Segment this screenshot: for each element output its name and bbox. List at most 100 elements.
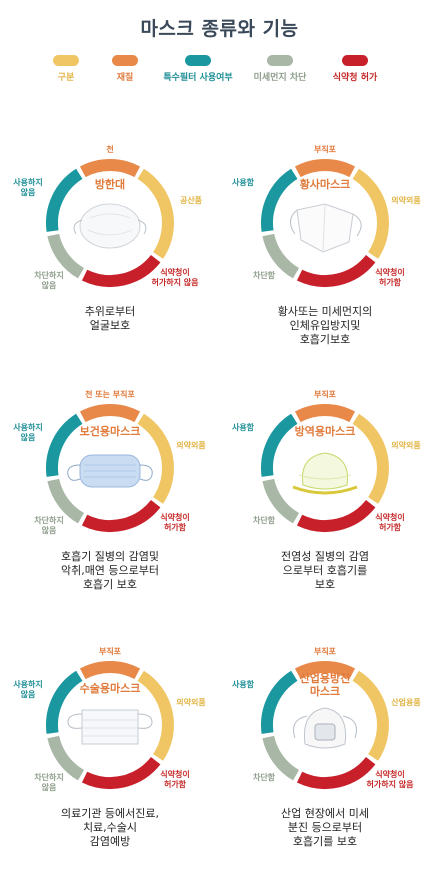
ring-segment-kfda (81, 756, 161, 789)
ring-segment-dust (47, 233, 85, 279)
label-filter: 사용하지 않음 (4, 178, 52, 198)
mask-description-line: 의료기관 등에서진료, (60, 807, 160, 820)
mask-description-line: 인체유입방지및 (289, 319, 361, 332)
mask-ring (261, 159, 389, 287)
health-mask-icon (67, 454, 153, 488)
mask-description-line: 보호 (314, 578, 336, 591)
legend-swatch-kfda (342, 55, 368, 66)
mask-card: 산업용방진 마스크 부직포 산업용품 사용함 차단함 식약청이 허가하지 않음 산업 현장에서 … (225, 640, 425, 890)
label-filter-line: 사용하지 (13, 423, 43, 432)
label-kfda-line: 식약청이 (375, 513, 405, 522)
ring-segment-dust (262, 735, 300, 781)
label-material-line: 부직포 (313, 145, 337, 154)
mask-ring (46, 661, 174, 789)
mask-name: 마스크 (309, 685, 341, 698)
mask-description-line: 감염예방 (89, 835, 131, 848)
label-material: 부직포 (65, 647, 155, 657)
label-material-line: 천 (106, 145, 114, 154)
legend-label-kfda: 식약청 허가 (332, 73, 378, 83)
label-kfda-line: 허가함 (163, 523, 187, 532)
page-title: 마스크 종류와 기능 (140, 18, 299, 40)
label-material: 부직포 (280, 145, 370, 155)
label-gubun-line: 의약외품 (176, 441, 206, 450)
label-gubun: 의약외품 (168, 441, 214, 451)
label-material: 부직포 (280, 647, 370, 657)
mask-description: 의료기관 등에서진료, 치료,수술시 감염예방 (10, 807, 210, 849)
ring-segment-gubun (137, 670, 174, 761)
mask-description-line: 호흡기 질병의 감염및 (60, 550, 160, 563)
label-kfda-line: 식약청이 (375, 770, 405, 779)
label-material: 천 (65, 145, 155, 155)
ring-segment-material (79, 661, 141, 680)
mask-card: 수술용마스크 부직포 의약외품 사용하지 않음 차단하지 않음 식약청이 허가함 의료기관 등에서… (10, 640, 210, 890)
label-kfda-line: 식약청이 (375, 268, 405, 277)
mask-card: 황사마스크 부직포 의약외품 사용함 차단함 식약청이 허가함 황사또는 미세먼지의 인체유입방… (225, 138, 425, 388)
label-kfda-line: 허가함 (163, 780, 187, 789)
label-dust: 차단함 (237, 271, 291, 281)
mask-description-line: 호흡기 보호 (82, 578, 138, 591)
mask-description: 호흡기 질병의 감염및 악취,매연 등으로부터 호흡기 보호 (10, 550, 210, 592)
mask-ring (46, 404, 174, 532)
label-filter: 사용하지 않음 (4, 680, 52, 700)
label-dust: 차단하지 않음 (22, 271, 76, 291)
legend-item-gubun: 구분 (21, 55, 111, 83)
mask-description-line: 악취,매연 등으로부터 (60, 564, 160, 577)
legend-label-filter: 특수필터 사용여부 (163, 73, 233, 83)
label-kfda: 식약청이 허가하지 않음 (355, 770, 425, 790)
legend: 구분 재질 특수필터 사용여부 미세먼지 차단 식약청 허가 (0, 55, 439, 89)
label-kfda: 식약청이 허가함 (355, 268, 425, 288)
label-filter-line: 사용함 (231, 178, 255, 187)
label-material-line: 부직포 (313, 647, 337, 656)
mask-description-line: 황사또는 미세먼지의 (277, 305, 373, 318)
ring-segment-dust (47, 735, 85, 781)
label-filter-line: 사용하지 (13, 680, 43, 689)
label-dust: 차단함 (237, 516, 291, 526)
label-kfda-line: 식약청이 (160, 770, 190, 779)
legend-swatch-gubun (53, 55, 79, 66)
ring-segment-kfda (296, 254, 376, 287)
label-filter: 사용함 (219, 680, 267, 690)
ring-segment-filter (46, 413, 83, 477)
label-kfda: 식약청이 허가함 (140, 513, 210, 533)
mask-name: 보건용마스크 (79, 425, 141, 438)
label-material-line: 부직포 (98, 647, 122, 656)
mask-description-line: 추위로부터 (84, 305, 136, 318)
mask-description-line: 호흡기를 보호 (292, 835, 358, 848)
legend-swatch-dust (267, 55, 293, 66)
ring-segment-gubun (352, 168, 389, 259)
label-gubun-line: 의약외품 (176, 698, 206, 707)
legend-item-filter: 특수필터 사용여부 (153, 55, 243, 83)
label-gubun: 공산품 (168, 196, 214, 206)
label-filter-line: 않음 (20, 433, 36, 442)
label-kfda: 식약청이 허가함 (355, 513, 425, 533)
label-kfda: 식약청이 허가함 (140, 770, 210, 790)
label-gubun: 의약외품 (168, 698, 214, 708)
legend-label-material: 재질 (116, 73, 134, 83)
label-gubun: 의약외품 (383, 441, 429, 451)
label-dust-line: 않음 (41, 281, 57, 290)
mask-description: 전염성 질병의 감염 으로부터 호흡기를 보호 (225, 550, 425, 592)
ring-segment-filter (46, 670, 83, 734)
ring-segment-filter (261, 670, 298, 734)
legend-item-material: 재질 (80, 55, 170, 83)
label-filter: 사용함 (219, 423, 267, 433)
label-filter: 사용하지 않음 (4, 423, 52, 443)
mask-description-line: 치료,수술시 (82, 821, 138, 834)
ring-segment-kfda (296, 499, 376, 532)
legend-swatch-filter (185, 55, 211, 66)
label-filter: 사용함 (219, 178, 267, 188)
label-kfda-line: 허가하지 않음 (366, 780, 414, 789)
mask-name: 방한대 (94, 178, 126, 191)
mask-ring (261, 661, 389, 789)
label-dust-line: 차단하지 (34, 773, 64, 782)
mask-name: 황사마스크 (299, 178, 351, 191)
label-dust-line: 차단함 (252, 516, 276, 525)
ring-segment-gubun (137, 413, 174, 504)
label-material: 천 또는 부직포 (65, 390, 155, 400)
label-gubun-line: 의약외품 (391, 441, 421, 450)
label-gubun: 의약외품 (383, 196, 429, 206)
label-dust: 차단하지 않음 (22, 773, 76, 793)
mask-description: 산업 현장에서 미세 분진 등으로부터 호흡기를 보호 (225, 807, 425, 849)
label-dust-line: 차단함 (252, 773, 276, 782)
winter-mask-icon (73, 203, 147, 249)
